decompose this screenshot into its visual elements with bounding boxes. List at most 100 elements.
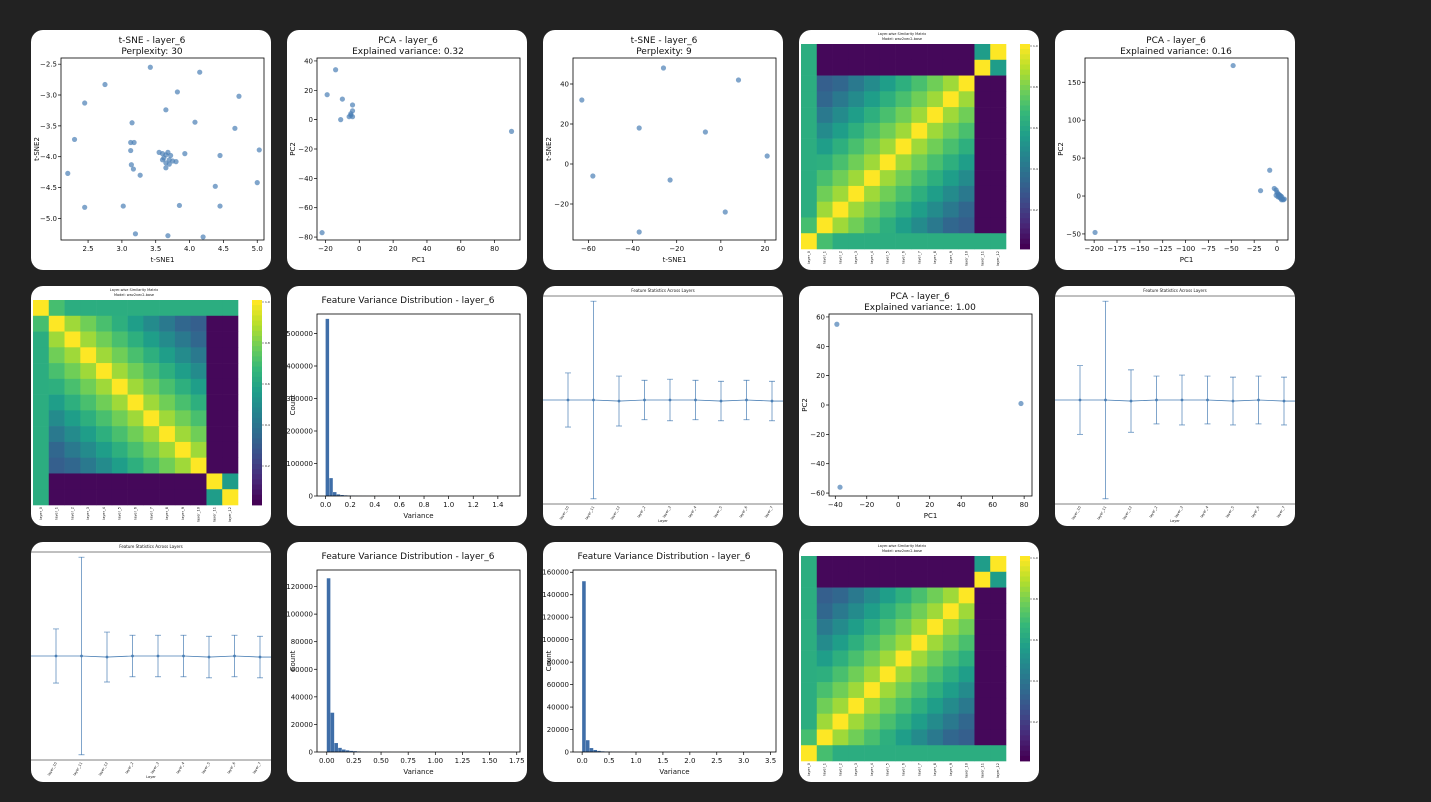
colorbar-segment <box>1020 110 1030 117</box>
y-tick-label: −60 <box>810 490 825 498</box>
heatmap-cell <box>48 457 65 474</box>
x-tick-label: −20 <box>318 245 333 253</box>
heatmap-cell <box>879 91 896 108</box>
heatmap-cell <box>895 587 912 604</box>
colorbar-segment <box>1020 566 1030 572</box>
colorbar-segment <box>1020 704 1030 711</box>
mean-point <box>207 655 211 659</box>
heatmap-cell <box>127 315 144 332</box>
mean-point <box>1129 399 1133 403</box>
heatmap-cell <box>111 394 128 411</box>
chart-subtitle: Model: wav2vec2-base <box>882 37 922 41</box>
scatter-point <box>333 67 339 73</box>
heatmap-x-label: layer_4 <box>870 762 874 776</box>
histogram-bar <box>585 740 590 752</box>
heatmap-cell <box>958 91 975 108</box>
x-tick-label: 1.2 <box>468 501 479 509</box>
plot-frame <box>828 313 1033 497</box>
x-tick-label: −25 <box>1247 245 1262 253</box>
colorbar-segment <box>1020 79 1030 86</box>
heatmap-cell <box>80 410 97 427</box>
colorbar-segment <box>1020 64 1030 71</box>
heatmap-cell <box>96 457 113 474</box>
heatmap-cell <box>159 457 176 474</box>
heatmap-cell <box>816 682 833 699</box>
heatmap-cell <box>190 410 207 427</box>
heatmap-cell <box>111 441 128 458</box>
colorbar-segment <box>1020 105 1030 112</box>
chart-subtitle: Model: wav2vec2-base <box>882 549 922 553</box>
heatmap-cell <box>942 729 959 746</box>
heatmap-cell <box>864 634 881 651</box>
x-tick-label: −20 <box>669 245 684 253</box>
heatmap-cell <box>942 603 959 620</box>
x-tick-label: layer_6 <box>1251 506 1261 519</box>
heatmap-x-label: layer_0 <box>807 763 811 776</box>
colorbar-segment <box>1020 581 1030 588</box>
heatmap-x-label: layer_0 <box>807 251 811 264</box>
x-tick-label: 1.50 <box>482 757 498 765</box>
heatmap-cell <box>927 682 944 699</box>
heatmap-cell <box>895 634 912 651</box>
heatmap-cell <box>96 410 113 427</box>
chart-title: Feature Variance Distribution - layer_6 <box>578 552 751 562</box>
colorbar-segment <box>1020 202 1030 209</box>
heatmap-cell <box>801 682 818 699</box>
heatmap-cell <box>111 457 128 474</box>
heatmap-cell <box>942 619 959 636</box>
y-tick-label: −50 <box>1066 230 1081 238</box>
heatmap-cell <box>143 473 160 490</box>
plot-frame <box>316 57 521 241</box>
heatmap-x-label: layer_7 <box>917 763 921 776</box>
mean-point <box>1078 398 1082 402</box>
heatmap-cell <box>927 650 944 667</box>
heatmap-x-label: layer_11 <box>980 251 984 266</box>
y-tick-label: 40 <box>304 57 313 65</box>
scatter-point <box>132 231 139 237</box>
x-tick-label: 80 <box>490 245 499 253</box>
scatter-point <box>163 165 169 171</box>
heatmap-cell <box>96 473 113 490</box>
scatter-point <box>1092 229 1098 236</box>
heatmap-cell <box>879 603 896 620</box>
heatmap-cell <box>33 410 50 427</box>
heatmap-cell <box>33 426 50 443</box>
heatmap-cell <box>832 713 849 730</box>
x-tick-label: 20 <box>389 245 398 253</box>
heatmap-cell <box>832 603 849 620</box>
scatter-point <box>834 321 840 327</box>
heatmap-cell <box>911 107 928 124</box>
heatmap-cell <box>942 634 959 651</box>
heatmap-cell <box>927 619 944 636</box>
heatmap-cell <box>958 682 975 699</box>
mean-point <box>592 398 595 402</box>
heatmap-x-label: layer_9 <box>949 763 953 776</box>
heatmap-cell <box>832 233 849 250</box>
heatmap-cell <box>990 154 1007 171</box>
colorbar-segment <box>252 392 262 398</box>
colorbar-segment <box>1020 591 1030 598</box>
heatmap-cell <box>879 122 896 139</box>
heatmap-cell <box>801 619 818 636</box>
x-tick-label: 80 <box>1020 501 1029 509</box>
heatmap-cell <box>911 697 928 714</box>
heatmap-cell <box>816 556 833 573</box>
x-tick-label: 0.2 <box>345 501 356 509</box>
colorbar-tick-label: 0.6 <box>265 382 270 386</box>
colorbar-segment <box>252 346 262 352</box>
x-tick-label: 4.0 <box>184 245 195 253</box>
chart-subtitle: Perplexity: 9 <box>636 47 692 57</box>
colorbar-segment <box>1020 115 1030 122</box>
heatmap-cell <box>958 603 975 620</box>
heatmap-cell <box>96 394 113 411</box>
heatmap-cell <box>832 185 849 202</box>
mean-point <box>54 654 58 658</box>
heatmap-cell <box>801 201 818 218</box>
colorbar-segment <box>252 494 262 501</box>
y-tick-label: −3.0 <box>40 92 57 100</box>
heatmap-cell <box>974 122 991 139</box>
mean-point <box>1155 398 1158 402</box>
heatmap-cell <box>942 587 959 604</box>
scatter-point <box>131 139 137 146</box>
